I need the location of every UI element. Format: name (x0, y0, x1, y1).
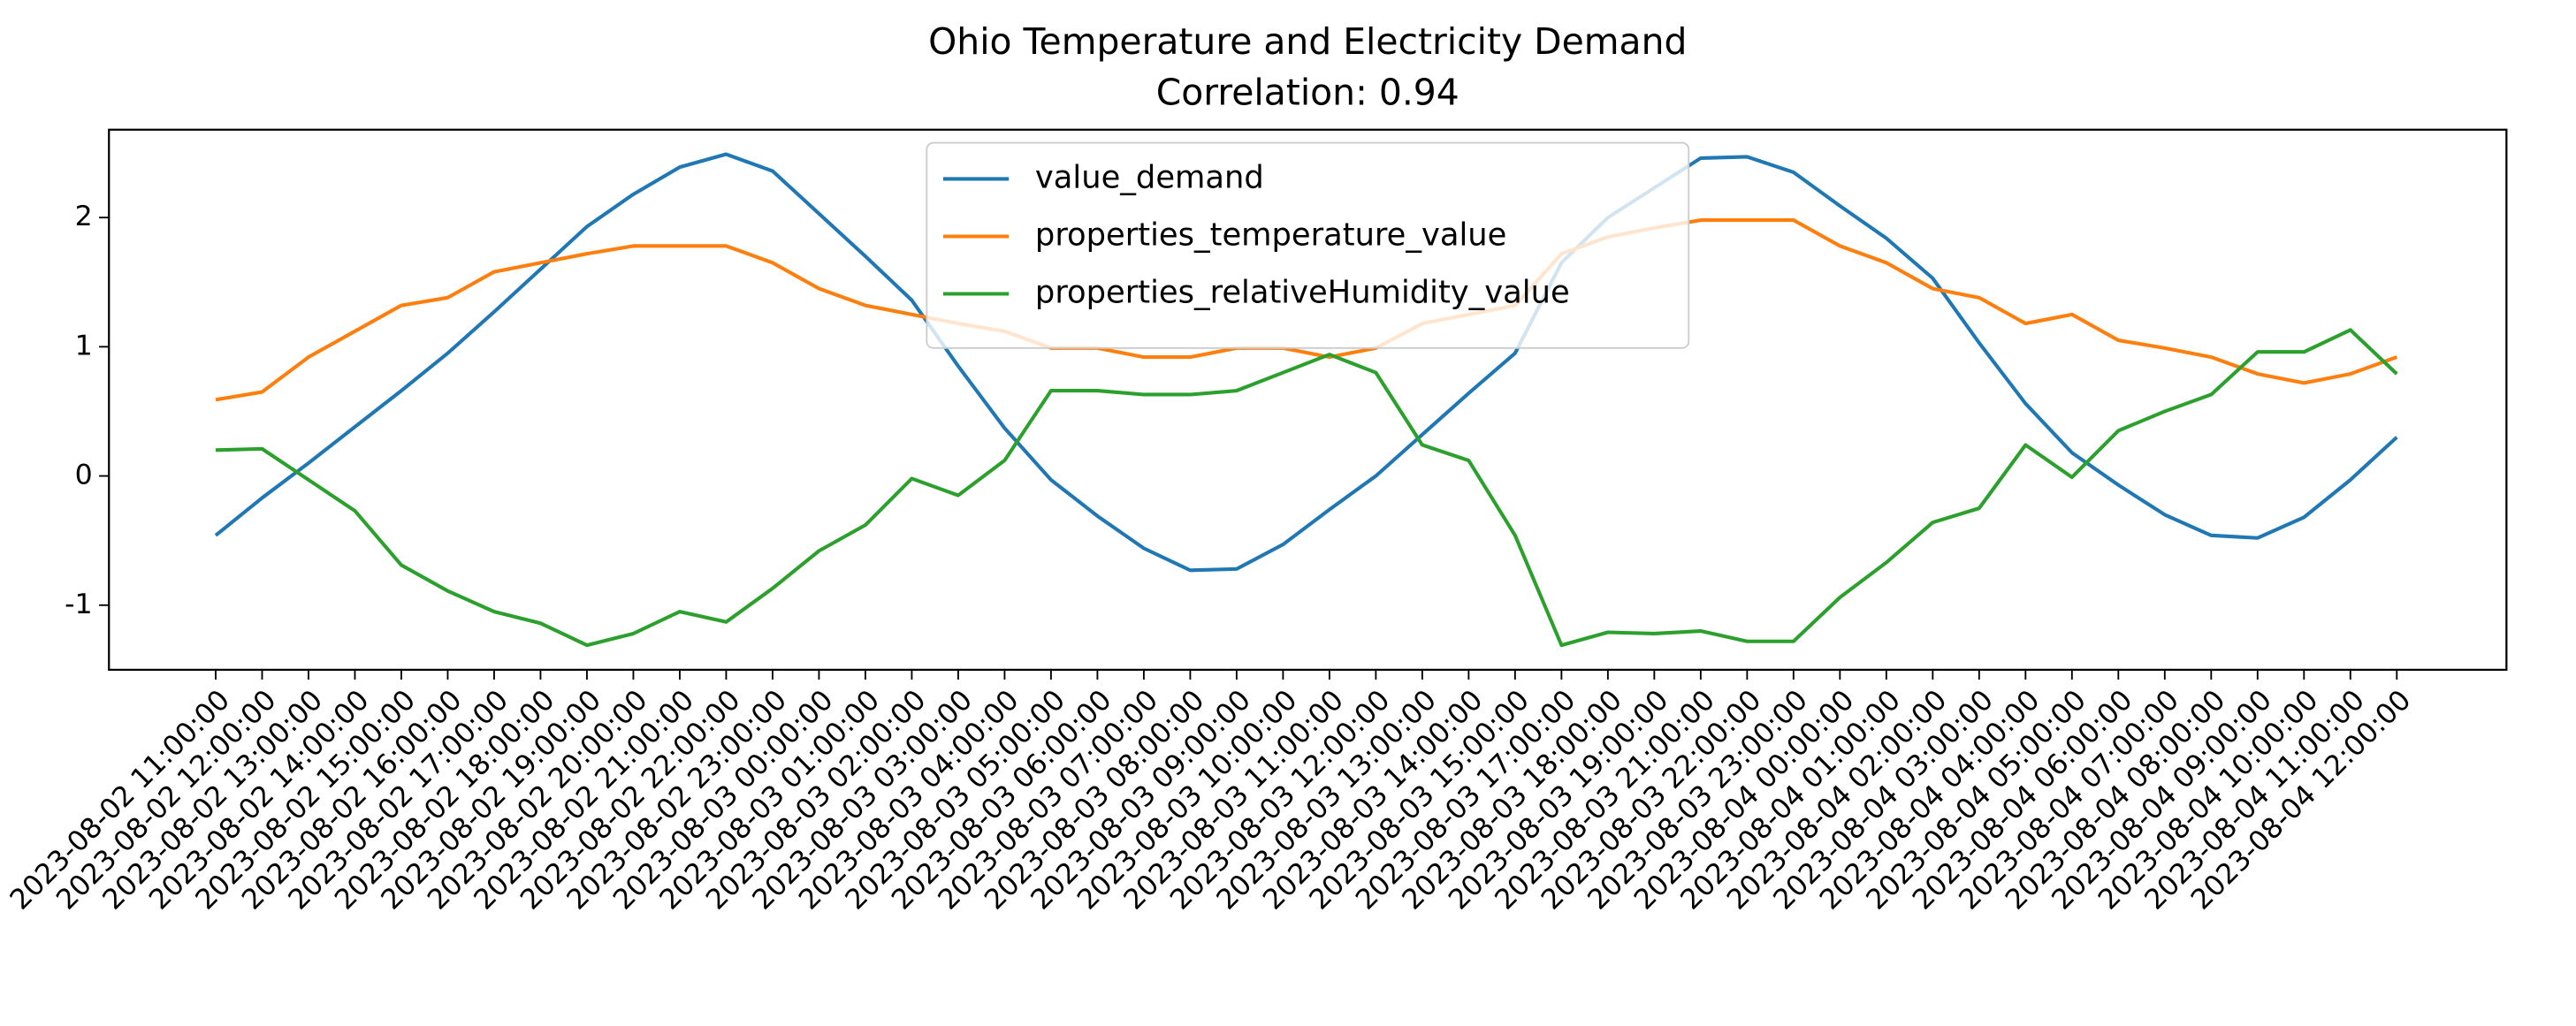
legend-label: properties_temperature_value (1035, 217, 1506, 253)
y-tick-label: 0 (75, 460, 93, 491)
y-tick-label: 1 (75, 330, 93, 361)
y-tick-label: 2 (75, 201, 93, 232)
plot-frame (108, 128, 2508, 672)
chart-subtitle: Correlation: 0.94 (1156, 72, 1459, 114)
legend-label: properties_relativeHumidity_value (1035, 275, 1570, 311)
line-series (215, 218, 2397, 402)
legend-label: value_demand (1035, 159, 1264, 195)
legend-box (926, 141, 1690, 349)
y-tick-label: -1 (65, 589, 92, 620)
line-series (214, 152, 2398, 573)
line-series (215, 328, 2398, 648)
chart-title: Ohio Temperature and Electricity Demand (928, 20, 1687, 63)
